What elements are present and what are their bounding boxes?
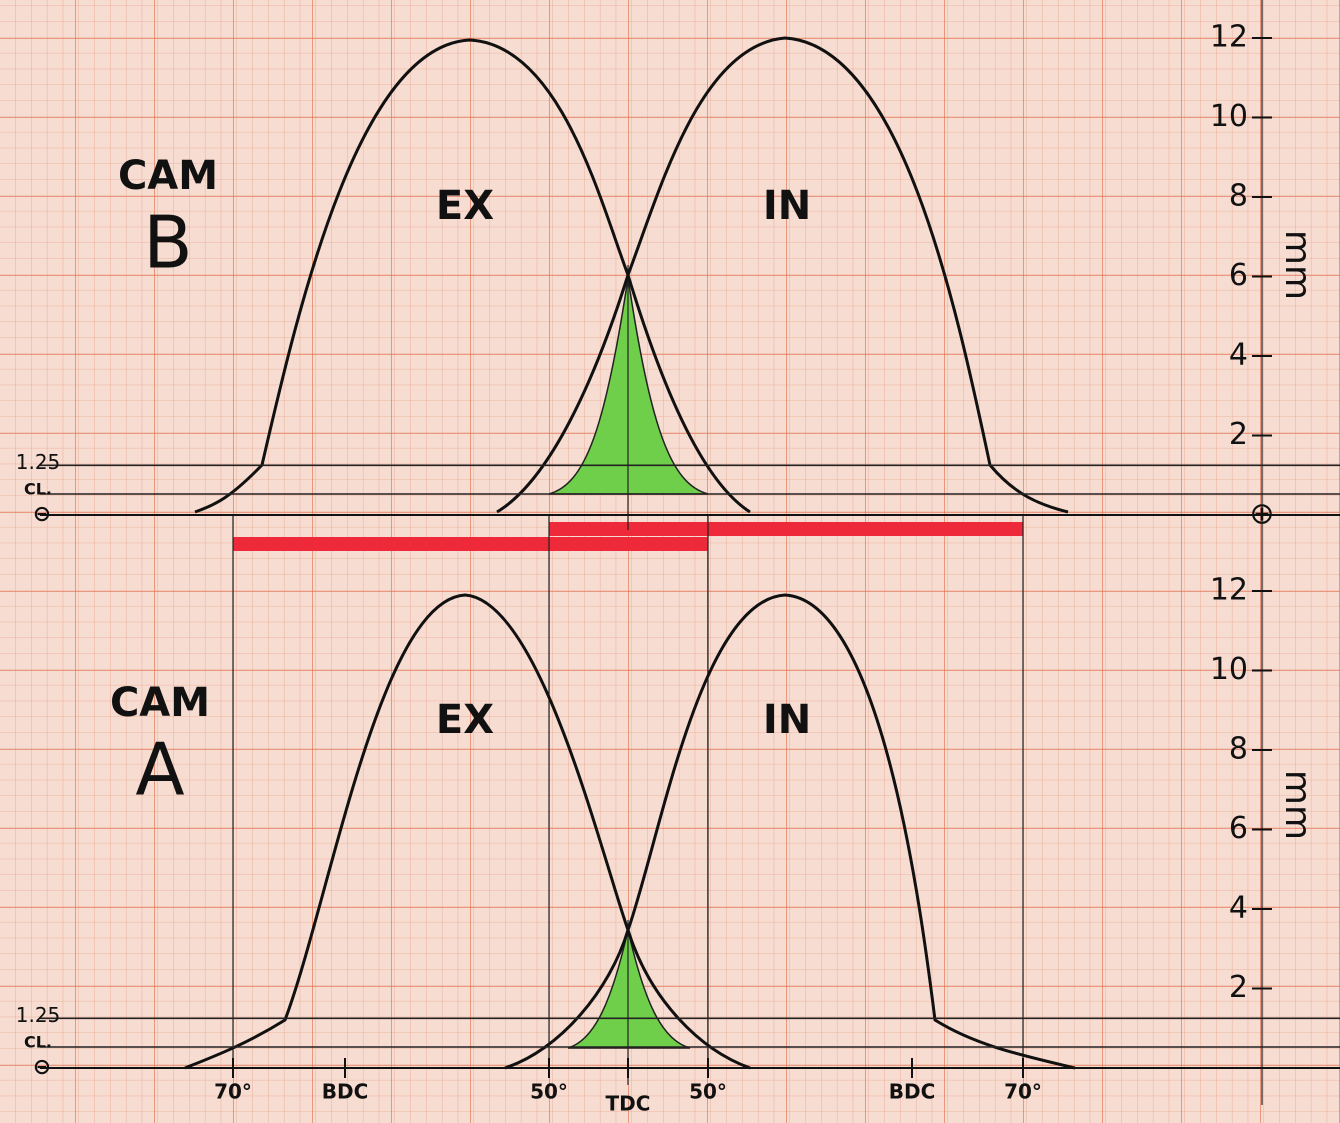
zero-label: ⊖: [33, 1055, 51, 1080]
exhaust-duration-bar: [233, 537, 708, 551]
y-tick-label: 10: [1210, 652, 1248, 687]
x-tick-label: 50°: [689, 1080, 727, 1104]
lift-curves: [184, 36, 1076, 1070]
intake-label: IN: [763, 183, 811, 229]
cam-letter: B: [143, 201, 192, 285]
exhaust-label: EX: [436, 183, 494, 229]
y-tick-label: 12: [1210, 20, 1248, 55]
cam-letter: A: [135, 728, 184, 812]
x-tick-label: BDC: [889, 1080, 936, 1104]
x-tick-label: 70°: [1004, 1080, 1042, 1104]
y-tick-label: 6: [1229, 258, 1248, 293]
clearance-label: CL.: [24, 480, 52, 499]
x-tick-label: BDC: [322, 1080, 369, 1104]
y-tick-label: 12: [1210, 573, 1248, 608]
exhaust-label: EX: [436, 697, 494, 743]
reference-verticals: [232, 0, 1263, 1105]
lift-level-label: 1.25: [16, 1003, 61, 1027]
cam-label: CAM: [118, 153, 218, 199]
x-tick-label: 70°: [214, 1080, 252, 1104]
y-tick-label: 8: [1229, 179, 1248, 214]
y-tick-label: 4: [1229, 338, 1248, 373]
origin-marker: ⊕: [1249, 497, 1274, 532]
y-tick-label: 6: [1229, 811, 1248, 846]
x-tick-label: TDC: [606, 1092, 651, 1116]
y-tick-label: 10: [1210, 99, 1248, 134]
zero-label: ⊖: [33, 502, 51, 527]
clearance-label: CL.: [24, 1033, 52, 1052]
y-unit: mm: [1277, 230, 1318, 300]
cam-label: CAM: [110, 680, 210, 726]
y-tick-label: 2: [1229, 417, 1248, 452]
intake-label: IN: [763, 697, 811, 743]
y-tick-label: 2: [1229, 970, 1248, 1005]
y-tick-label: 8: [1229, 732, 1248, 767]
y-tick-label: 4: [1229, 891, 1248, 926]
intake-duration-bar: [549, 522, 1023, 536]
x-tick-label: 50°: [530, 1080, 568, 1104]
y-unit: mm: [1277, 770, 1318, 840]
lift-level-label: 1.25: [16, 450, 61, 474]
